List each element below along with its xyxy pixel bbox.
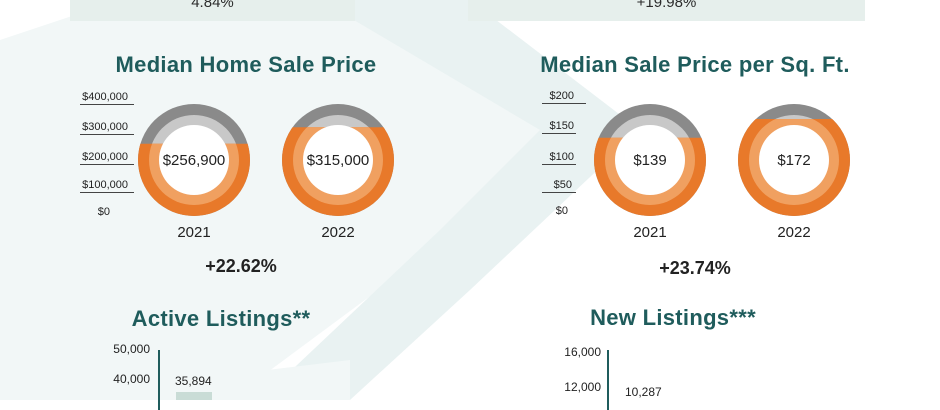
scale-label: $50 — [553, 179, 572, 191]
donut-2022: $315,000 — [281, 103, 395, 217]
y-tick-label: 40,000 — [113, 372, 150, 386]
top-left-value: 4.84% — [191, 0, 234, 11]
bar-active-listings — [176, 392, 212, 400]
year-label: 2022 — [777, 224, 811, 241]
chart-title: Median Home Sale Price — [115, 52, 377, 77]
scale-line — [80, 164, 134, 165]
scale-label: $300,000 — [82, 121, 128, 133]
donut-2021: $256,900 — [137, 103, 251, 217]
year-label: 2021 — [633, 224, 667, 241]
chart-title: Active Listings** — [131, 306, 311, 331]
donut-2021: $139 — [593, 103, 707, 217]
scale-line — [542, 164, 576, 165]
top-right-summary-box: +19.98% — [468, 0, 865, 21]
donut-center — [615, 125, 685, 195]
scale-line — [80, 104, 134, 105]
donut-value-label: $172 — [777, 151, 811, 169]
scale-line — [80, 192, 134, 193]
donut-center — [159, 125, 229, 195]
chart-title: New Listings*** — [590, 305, 756, 330]
scale-label: $200,000 — [82, 151, 128, 163]
y-tick-label: 50,000 — [113, 342, 150, 356]
scale-label: $100 — [549, 151, 574, 163]
scale-line — [80, 134, 134, 135]
bar-value-label: 35,894 — [175, 374, 212, 389]
year-label: 2022 — [321, 224, 355, 241]
scale-label: $0 — [555, 205, 568, 217]
percent-change: +22.62% — [205, 256, 277, 276]
y-axis-line — [158, 350, 160, 410]
top-right-value: +19.98% — [636, 0, 697, 11]
scale-label: $200 — [549, 90, 574, 102]
scale-label: $100,000 — [82, 179, 128, 191]
scale-line — [542, 103, 586, 104]
donut-value-label: $256,900 — [162, 151, 226, 169]
donut-value-label: $139 — [633, 151, 667, 169]
donut-2022: $172 — [737, 103, 851, 217]
scale-line — [542, 133, 576, 134]
scale-line — [542, 192, 576, 193]
donut-center — [303, 125, 373, 195]
donut-center — [759, 125, 829, 195]
percent-change: +23.74% — [659, 258, 731, 278]
year-label: 2021 — [177, 224, 211, 241]
scale-label: $0 — [97, 206, 110, 218]
top-left-summary-box: 4.84% — [70, 0, 355, 21]
bar-value-label: 10,287 — [625, 384, 662, 399]
y-tick-label: 16,000 — [564, 345, 601, 359]
chart-title: Median Sale Price per Sq. Ft. — [540, 52, 850, 77]
y-axis-line — [607, 350, 609, 410]
y-tick-label: 12,000 — [564, 380, 601, 394]
scale-label: $400,000 — [82, 91, 128, 103]
donut-value-label: $315,000 — [306, 151, 370, 169]
scale-label: $150 — [549, 120, 574, 132]
